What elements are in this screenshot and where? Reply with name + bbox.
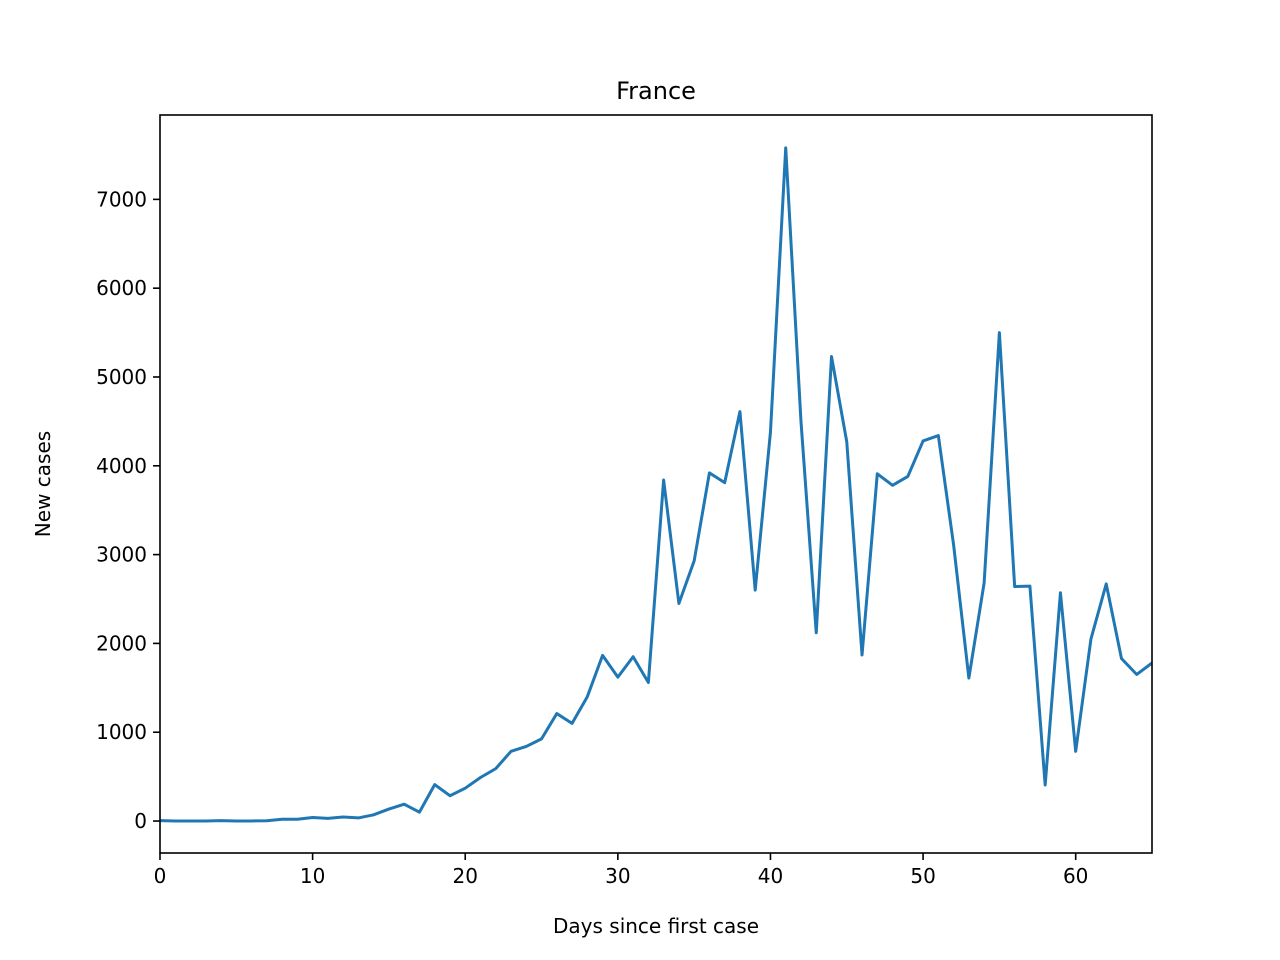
- x-tick-label: 20: [453, 864, 478, 888]
- chart-title: France: [616, 77, 696, 105]
- x-tick-label: 40: [758, 864, 783, 888]
- y-tick-label: 5000: [96, 365, 147, 389]
- plot-area: [160, 146, 1152, 823]
- y-tick-label: 6000: [96, 276, 147, 300]
- y-axis: 0 1000 2000 3000 4000 5000 6000 7000: [96, 187, 160, 833]
- x-tick-label: 0: [154, 864, 167, 888]
- y-tick-label: 1000: [96, 720, 147, 744]
- x-axis: 0 10 20 30 40 50 60: [154, 853, 1088, 888]
- plot-frame: [159, 114, 1153, 854]
- y-tick-label: 3000: [96, 543, 147, 567]
- x-tick-label: 50: [910, 864, 935, 888]
- x-tick-label: 60: [1063, 864, 1088, 888]
- series-line-0: [160, 146, 1152, 823]
- y-tick-label: 7000: [96, 187, 147, 211]
- y-axis-label: New cases: [31, 431, 55, 537]
- x-axis-label: Days since first case: [553, 914, 759, 938]
- x-tick-label: 10: [300, 864, 325, 888]
- x-tick-label: 30: [605, 864, 630, 888]
- y-tick-label: 0: [134, 809, 147, 833]
- y-tick-label: 2000: [96, 631, 147, 655]
- y-tick-label: 4000: [96, 454, 147, 478]
